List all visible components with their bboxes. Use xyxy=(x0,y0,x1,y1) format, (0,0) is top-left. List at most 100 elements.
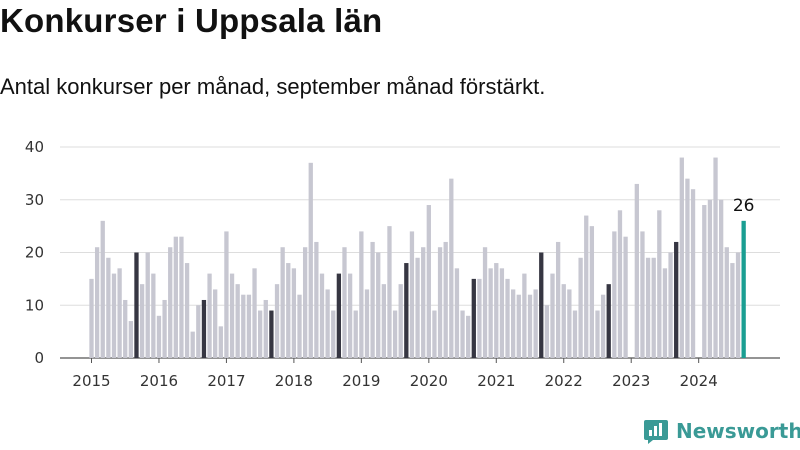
bar xyxy=(595,310,600,358)
bar xyxy=(488,268,493,358)
bar xyxy=(409,231,415,358)
bar xyxy=(308,162,313,358)
bars xyxy=(89,157,746,359)
bar xyxy=(213,289,218,358)
bar xyxy=(719,199,724,358)
bar xyxy=(123,299,128,358)
bar xyxy=(443,241,448,358)
bar xyxy=(196,305,201,358)
bar xyxy=(555,241,561,358)
bar xyxy=(471,278,476,359)
bar xyxy=(449,178,454,358)
bar xyxy=(437,247,443,358)
bar xyxy=(325,289,330,358)
y-tick-label: 0 xyxy=(34,349,44,367)
bar xyxy=(336,273,342,358)
x-tick-label: 2015 xyxy=(72,372,110,390)
bar xyxy=(94,247,100,358)
bar xyxy=(286,263,291,358)
bar xyxy=(111,273,117,358)
bar xyxy=(342,247,347,358)
y-tick-label: 40 xyxy=(25,138,44,156)
bar xyxy=(651,257,656,358)
bar xyxy=(589,226,595,359)
bar xyxy=(404,263,409,358)
bar xyxy=(376,252,381,358)
bar xyxy=(229,273,235,358)
bar xyxy=(634,183,639,358)
y-axis-ticks: 0 10 20 30 40 xyxy=(25,138,44,367)
bar xyxy=(151,273,156,358)
bar xyxy=(679,157,684,358)
bar xyxy=(707,199,713,358)
bar xyxy=(612,231,617,358)
bar xyxy=(184,263,190,358)
bar xyxy=(426,205,431,358)
bar xyxy=(724,247,729,358)
bar xyxy=(713,157,718,358)
bar xyxy=(291,268,297,358)
x-tick-label: 2020 xyxy=(410,372,448,390)
bar xyxy=(690,189,696,358)
bar xyxy=(252,268,257,358)
bar xyxy=(567,289,572,358)
bar xyxy=(258,310,263,358)
bar xyxy=(477,278,482,359)
chart-subtitle: Antal konkurser per månad, september mån… xyxy=(0,74,546,99)
bar xyxy=(302,247,308,358)
bar xyxy=(100,220,105,358)
bar xyxy=(578,257,583,358)
bar xyxy=(269,310,274,358)
bar xyxy=(572,310,578,358)
bar xyxy=(505,278,510,359)
bar xyxy=(511,289,516,358)
bar xyxy=(544,305,550,358)
bar xyxy=(550,273,555,358)
bar xyxy=(359,231,364,358)
bar xyxy=(201,299,207,358)
bar xyxy=(224,231,229,358)
bar xyxy=(685,178,690,358)
bar xyxy=(190,331,195,359)
x-tick-label: 2019 xyxy=(342,372,380,390)
bar xyxy=(516,294,521,358)
bar xyxy=(89,278,94,359)
bar xyxy=(314,241,319,358)
bar xyxy=(584,215,589,358)
bar xyxy=(539,252,544,358)
bar xyxy=(522,273,527,358)
bar xyxy=(162,299,167,358)
bar xyxy=(606,284,611,358)
bar xyxy=(319,273,325,358)
bar xyxy=(640,231,645,358)
bar xyxy=(432,310,437,358)
bar xyxy=(730,263,735,358)
bar xyxy=(128,321,133,358)
bar xyxy=(139,284,145,358)
bar xyxy=(561,284,566,358)
bar xyxy=(117,268,122,358)
bar xyxy=(179,236,184,358)
bar xyxy=(600,294,606,358)
bar xyxy=(263,299,268,358)
chart-title: Konkurser i Uppsala län xyxy=(0,2,383,39)
x-tick-label: 2024 xyxy=(680,372,718,390)
x-tick-label: 2022 xyxy=(545,372,583,390)
bar xyxy=(364,289,370,358)
brand-logo[interactable]: Newsworthy xyxy=(643,418,800,444)
bar xyxy=(370,241,375,358)
bar xyxy=(387,226,392,359)
bar xyxy=(533,289,538,358)
bar xyxy=(274,284,280,358)
bar xyxy=(246,294,252,358)
bar xyxy=(280,247,285,358)
bar xyxy=(702,205,707,358)
bar xyxy=(241,294,246,358)
x-axis-ticks: 2015 2016 2017 2018 2019 2020 2021 2022 2023 2024 xyxy=(72,358,718,390)
newsworthy-logo-icon xyxy=(644,420,668,444)
y-tick-label: 10 xyxy=(25,296,44,314)
bar xyxy=(617,210,623,358)
data-labels: 26 xyxy=(733,196,755,216)
x-tick-label: 2023 xyxy=(612,372,650,390)
y-tick-label: 30 xyxy=(25,191,44,209)
